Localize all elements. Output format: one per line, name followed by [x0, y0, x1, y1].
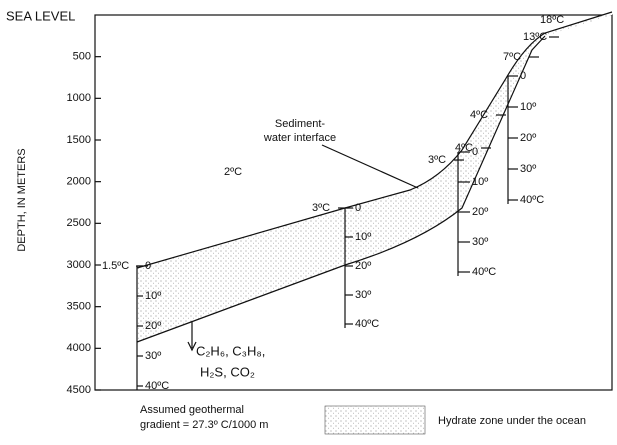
seafloor	[136, 11, 613, 269]
temperature-label: 2ºC	[224, 166, 242, 178]
y-tick-label: 3000	[67, 259, 91, 271]
temperature-label: 18ºC	[540, 14, 564, 26]
y-tick-label: 4500	[67, 384, 91, 396]
scale-label: 0	[472, 146, 478, 158]
scale-label: 40ºC	[520, 194, 544, 206]
temperature-label: 7ºC	[503, 51, 521, 63]
y-tick-label: 500	[73, 51, 91, 63]
scale-label: 0	[520, 70, 526, 82]
temperature-label: 3ºC	[312, 202, 330, 214]
scale-label: 40ºC	[472, 266, 496, 278]
scale-label: 20º	[520, 132, 536, 144]
temperature-label: 4ºC	[470, 109, 488, 121]
scale-label: 30º	[145, 350, 161, 362]
y-tick-label: 1500	[67, 134, 91, 146]
interface-label: water interface	[263, 132, 336, 144]
temperature-label: 4ºC	[455, 142, 473, 154]
gas-arrow-head	[187, 341, 197, 352]
scale-label: 10º	[355, 231, 371, 243]
scale-label: 10º	[472, 176, 488, 188]
temperature-label: 1.5ºC	[102, 260, 129, 272]
y-tick-label: 1000	[67, 92, 91, 104]
hydrate-base	[136, 35, 546, 343]
y-tick-label: 2000	[67, 176, 91, 188]
y-tick-label: 2500	[67, 217, 91, 229]
scale-label: 10º	[520, 101, 536, 113]
scale-label: 20º	[145, 320, 161, 332]
y-tick-label: 3500	[67, 301, 91, 313]
pointer	[321, 144, 419, 189]
gas-label: H₂S, CO₂	[200, 364, 255, 379]
scale-label: 30º	[355, 289, 371, 301]
plot-frame	[94, 14, 613, 391]
sea-level-label: SEA LEVEL	[6, 8, 75, 23]
hydrate-zone	[137, 12, 612, 342]
scale-label: 40ºC	[355, 318, 379, 330]
y-tick-label: 4000	[67, 342, 91, 354]
scale-label: 20º	[355, 260, 371, 272]
legend-text: gradient = 27.3º C/1000 m	[140, 419, 268, 431]
scale-label: 0	[355, 202, 361, 214]
legend-text: Assumed geothermal	[140, 404, 244, 416]
temperature-label: 3ºC	[428, 154, 446, 166]
scale-label: 0	[145, 260, 151, 272]
scale-label: 20º	[472, 206, 488, 218]
legend-text: Hydrate zone under the ocean	[438, 415, 586, 427]
scale-label: 10º	[145, 290, 161, 302]
gas-label: C₂H₆, C₃H₈,	[196, 343, 265, 358]
interface-label: Sediment-	[275, 118, 325, 130]
legend-swatch	[324, 405, 426, 435]
scale-label: 40ºC	[145, 380, 169, 392]
temperature-label: 13ºC	[523, 31, 547, 43]
scale-label: 30º	[520, 163, 536, 175]
scale-label: 30º	[472, 236, 488, 248]
axis-label: DEPTH, IN METERS	[16, 148, 28, 251]
